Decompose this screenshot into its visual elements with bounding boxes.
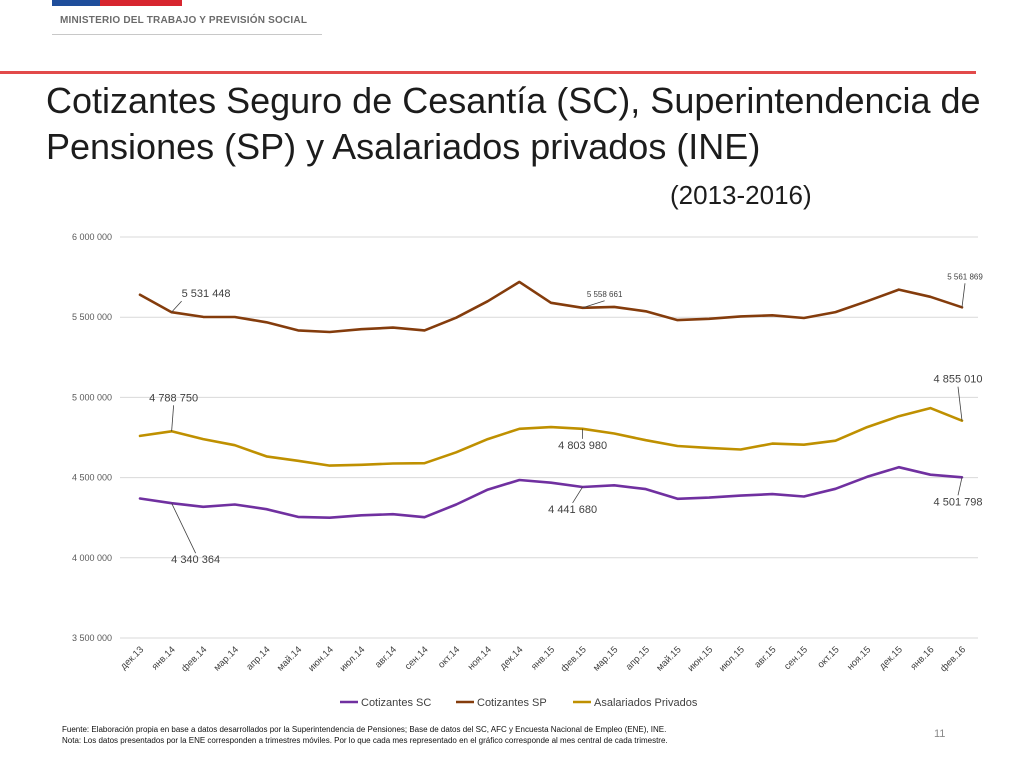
series-line	[138, 406, 964, 467]
y-tick-label: 3 500 000	[72, 633, 112, 643]
data-label-leader	[957, 386, 963, 421]
y-tick-label: 4 500 000	[72, 473, 112, 483]
data-label: 5 558 661	[587, 290, 623, 299]
x-tick-label: янв.16	[908, 644, 936, 672]
data-label: 4 340 364	[171, 554, 220, 566]
y-tick-label: 5 000 000	[72, 392, 112, 402]
data-label: 4 501 798	[934, 496, 983, 508]
data-label-leader	[171, 405, 175, 432]
legend-label: Cotizantes SC	[361, 697, 431, 709]
footnote-note: Nota: Los datos presentados por la ENE c…	[62, 736, 668, 745]
x-tick-label: окт.15	[815, 644, 841, 670]
data-label-leader	[572, 486, 583, 504]
x-tick-label: мар.14	[212, 644, 241, 673]
series-line	[138, 280, 964, 334]
brand-flag-red	[100, 0, 182, 6]
data-label: 4 803 980	[558, 440, 607, 452]
y-tick-label: 5 500 000	[72, 312, 112, 322]
ministry-name: MINISTERIO DEL TRABAJO Y PREVISIÓN SOCIA…	[60, 15, 308, 26]
x-tick-label: дек.14	[498, 644, 526, 672]
x-tick-label: апр.14	[244, 644, 272, 672]
x-tick-label: май.14	[275, 644, 304, 673]
page-number: 11	[934, 728, 946, 740]
header-divider	[52, 34, 322, 35]
x-tick-label: дек.13	[118, 644, 146, 672]
x-tick-label: янв.15	[529, 644, 557, 672]
x-tick-label: июн.15	[686, 644, 716, 674]
slide-subtitle: (2013-2016)	[670, 180, 812, 210]
series-line	[138, 465, 964, 520]
y-tick-label: 4 000 000	[72, 553, 112, 563]
x-tick-label: дек.15	[877, 644, 905, 672]
title-accent-line	[0, 71, 976, 74]
x-tick-label: июл.14	[338, 644, 368, 674]
data-label: 4 855 010	[934, 374, 983, 386]
data-label-leader	[171, 503, 196, 554]
x-tick-label: авг.15	[752, 644, 778, 670]
x-tick-label: фев.14	[179, 644, 209, 674]
data-label: 4 788 750	[149, 392, 198, 404]
data-label: 5 561 869	[947, 272, 983, 281]
x-tick-label: фев.16	[938, 644, 968, 674]
x-tick-label: фев.15	[559, 644, 589, 674]
data-label-leader	[582, 300, 605, 309]
x-tick-label: сен.15	[782, 644, 810, 672]
data-label-leader	[957, 477, 963, 496]
x-tick-label: ноя.15	[845, 644, 873, 672]
legend-label: Asalariados Privados	[594, 697, 698, 709]
footnote-source: Fuente: Elaboración propia en base a dat…	[62, 725, 667, 734]
x-tick-label: июл.15	[717, 644, 747, 674]
x-tick-label: июн.14	[306, 644, 336, 674]
slide-title: Cotizantes Seguro de Cesantía (SC), Supe…	[46, 80, 981, 167]
x-tick-label: окт.14	[436, 644, 462, 670]
y-tick-label: 6 000 000	[72, 232, 112, 242]
legend-label: Cotizantes SP	[477, 697, 547, 709]
x-tick-label: сен.14	[403, 644, 431, 672]
data-label: 5 531 448	[182, 288, 231, 300]
x-tick-label: мар.15	[591, 644, 620, 673]
x-tick-label: янв.14	[150, 644, 178, 672]
x-tick-label: ноя.14	[466, 644, 494, 672]
x-tick-label: апр.15	[624, 644, 652, 672]
data-label-leader	[961, 283, 966, 308]
brand-flag-blue	[52, 0, 100, 6]
x-tick-label: май.15	[654, 644, 683, 673]
footnote: Fuente: Elaboración propia en base a dat…	[62, 724, 922, 746]
x-tick-label: авг.14	[373, 644, 399, 670]
data-label-leader	[171, 300, 182, 313]
data-label: 4 441 680	[548, 504, 597, 516]
